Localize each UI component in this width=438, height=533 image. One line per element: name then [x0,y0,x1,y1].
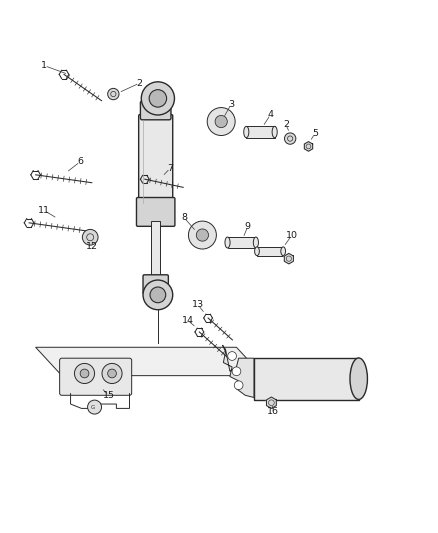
Text: 7: 7 [167,164,173,173]
Ellipse shape [281,247,286,256]
FancyBboxPatch shape [139,115,173,209]
Text: 2: 2 [137,79,142,87]
Polygon shape [35,348,263,376]
Ellipse shape [244,126,249,138]
Text: G: G [90,405,95,409]
Text: 1: 1 [41,61,47,70]
Text: 16: 16 [267,407,279,416]
Text: 2: 2 [283,120,289,129]
Circle shape [108,88,119,100]
Text: 15: 15 [103,391,115,400]
Circle shape [143,280,173,310]
Circle shape [285,133,296,144]
Circle shape [102,364,122,384]
Polygon shape [266,397,276,408]
Ellipse shape [350,358,367,399]
Text: 12: 12 [86,243,99,252]
FancyBboxPatch shape [257,247,283,256]
FancyBboxPatch shape [141,101,171,120]
FancyBboxPatch shape [246,126,275,138]
Circle shape [149,90,166,107]
Text: 10: 10 [286,231,298,239]
Polygon shape [223,345,254,398]
Circle shape [232,367,241,376]
Text: 11: 11 [39,206,50,215]
FancyBboxPatch shape [254,358,359,400]
Text: 6: 6 [77,157,83,166]
Circle shape [207,108,235,135]
Circle shape [141,82,174,115]
Circle shape [80,369,89,378]
Ellipse shape [225,237,230,248]
Circle shape [215,116,227,128]
Ellipse shape [253,237,258,248]
Circle shape [108,369,117,378]
Circle shape [88,400,102,414]
Polygon shape [284,253,293,264]
Text: 13: 13 [192,301,204,310]
Text: 3: 3 [228,100,234,109]
Text: 14: 14 [182,316,194,325]
Circle shape [234,381,243,390]
Ellipse shape [272,126,277,138]
Polygon shape [304,142,313,151]
Ellipse shape [254,247,259,256]
FancyBboxPatch shape [60,358,132,395]
Circle shape [74,364,95,384]
Text: 5: 5 [312,129,318,138]
Circle shape [150,287,166,303]
Circle shape [228,352,237,360]
Text: 8: 8 [181,213,187,222]
FancyBboxPatch shape [137,198,175,227]
Circle shape [82,229,98,245]
Circle shape [188,221,216,249]
Text: 4: 4 [268,110,273,119]
FancyBboxPatch shape [143,275,168,294]
Circle shape [196,229,208,241]
FancyBboxPatch shape [227,237,256,248]
Text: 9: 9 [245,222,251,231]
FancyBboxPatch shape [151,221,160,277]
